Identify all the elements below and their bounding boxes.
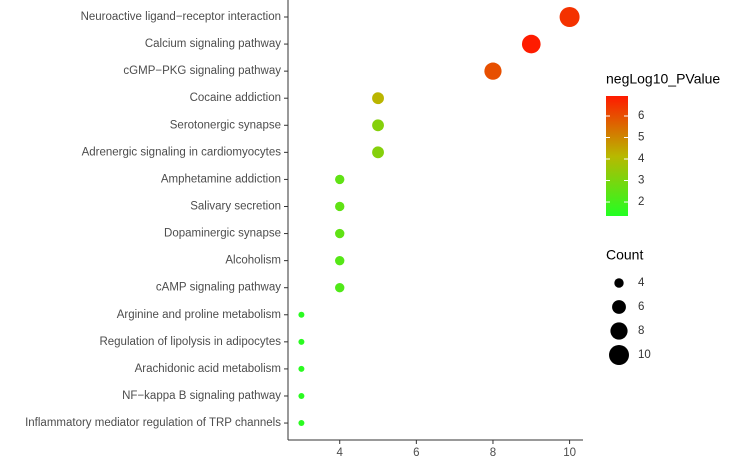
y-tick-label: Neuroactive ligand−receptor interaction <box>81 11 281 23</box>
size-legend-title: Count <box>606 247 643 263</box>
y-tick-label: Dopaminergic synapse <box>164 228 281 240</box>
x-tick-label: 4 <box>337 447 344 458</box>
dot <box>298 311 305 318</box>
colorbar-label: 6 <box>638 110 644 122</box>
dot <box>559 7 580 27</box>
y-tick-label: Salivary secretion <box>190 201 281 213</box>
y-tick-label: Serotonergic synapse <box>170 119 281 131</box>
y-tick-label: cGMP−PKG signaling pathway <box>123 65 281 77</box>
y-tick-label: Adrenergic signaling in cardiomyocytes <box>82 146 282 158</box>
dot <box>372 92 384 105</box>
size-key <box>609 345 629 365</box>
colorbar-label: 4 <box>638 153 645 165</box>
size-key <box>610 322 628 340</box>
dot <box>298 365 305 372</box>
size-label: 8 <box>638 325 644 337</box>
x-tick-label: 10 <box>563 447 576 458</box>
y-tick-label: Cocaine addiction <box>190 92 281 104</box>
dot <box>335 283 345 293</box>
size-key <box>614 278 624 288</box>
colorbar-label: 5 <box>638 132 644 144</box>
dot <box>298 338 305 345</box>
dot <box>484 62 502 80</box>
dot <box>372 119 384 132</box>
dot <box>335 255 345 266</box>
x-tick-label: 8 <box>490 447 496 458</box>
dot <box>298 392 305 399</box>
dot <box>372 146 384 159</box>
colorbar-label: 3 <box>638 175 644 187</box>
y-tick-label: cAMP signaling pathway <box>156 282 281 294</box>
y-tick-label: Arginine and proline metabolism <box>117 309 281 321</box>
size-label: 6 <box>638 301 644 313</box>
y-tick-label: Alcoholism <box>225 255 281 267</box>
color-legend-title: negLog10_PValue <box>606 71 720 87</box>
size-label: 10 <box>638 349 651 361</box>
y-tick-label: Inflammatory mediator regulation of TRP … <box>25 417 281 429</box>
dot <box>298 420 305 427</box>
dot <box>335 174 345 185</box>
y-tick-label: Calcium signaling pathway <box>145 38 281 50</box>
dot <box>335 201 345 212</box>
y-tick-label: Arachidonic acid metabolism <box>135 363 281 375</box>
dot <box>521 34 541 54</box>
colorbar-label: 2 <box>638 196 644 208</box>
y-tick-label: Amphetamine addiction <box>161 173 281 185</box>
x-tick-label: 6 <box>413 447 419 458</box>
size-label: 4 <box>638 277 645 289</box>
dot <box>335 228 345 239</box>
y-tick-label: NF−kappa B signaling pathway <box>122 390 281 402</box>
colorbar <box>606 96 628 216</box>
y-tick-label: Regulation of lipolysis in adipocytes <box>99 336 281 348</box>
size-key <box>612 300 626 314</box>
